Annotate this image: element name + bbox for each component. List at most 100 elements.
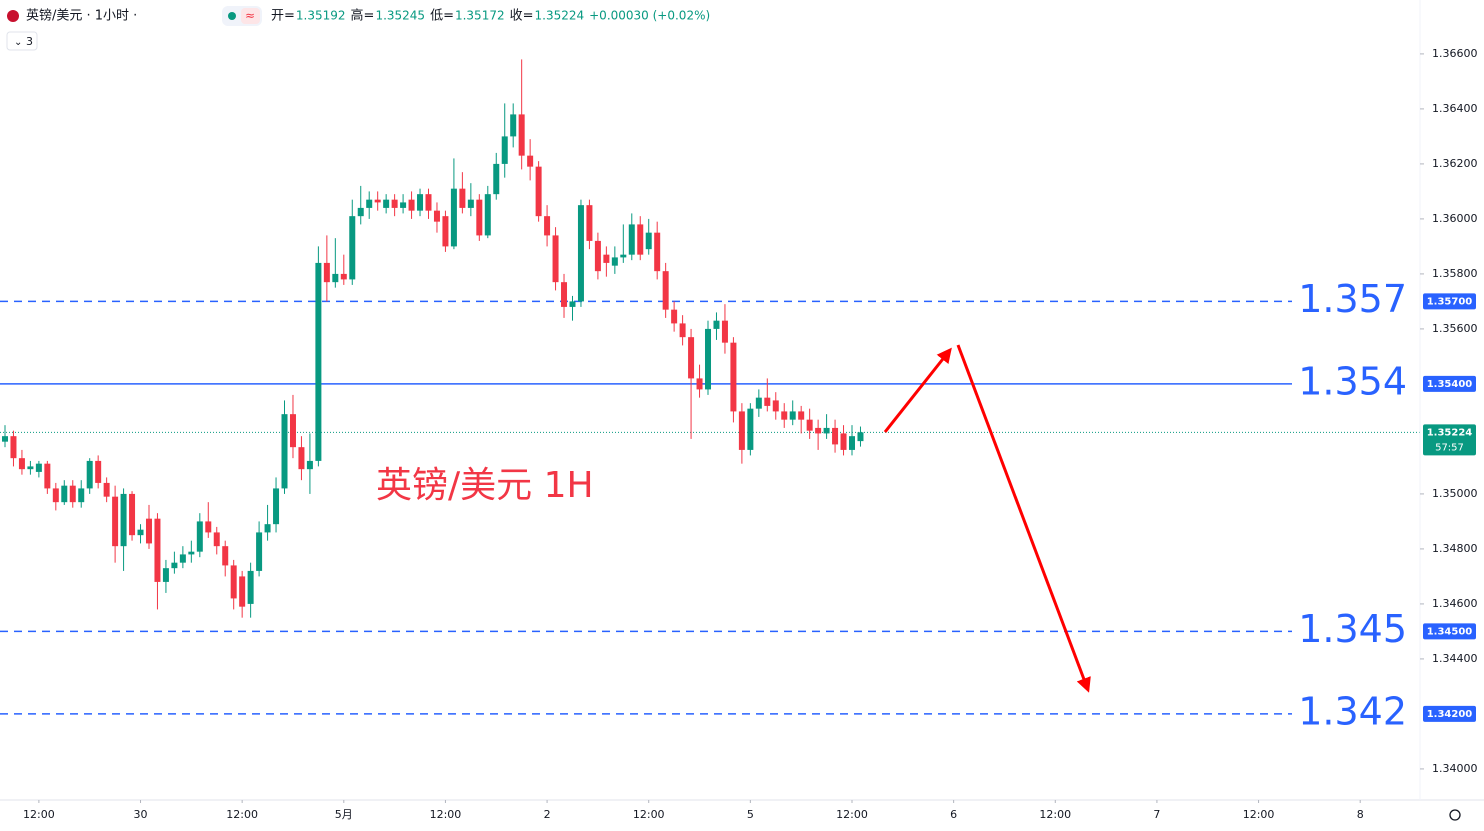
candle-body (332, 273, 339, 283)
candle-body (772, 400, 779, 412)
level-axis-label: 1.34200 (1427, 709, 1473, 720)
candle-body (747, 408, 754, 450)
candle-body (315, 262, 322, 461)
y-tick-label: 1.36200 (1432, 157, 1478, 170)
candle-body (35, 463, 42, 472)
candle-body (383, 199, 390, 208)
candle-body (798, 411, 805, 420)
candle-body (493, 163, 500, 195)
candle-body (535, 166, 542, 217)
candle-body (764, 397, 771, 406)
indicator-toggle[interactable] (6, 31, 38, 51)
candle-body (1, 436, 8, 442)
candle-body (323, 262, 330, 283)
readout-label: 低= (430, 9, 454, 24)
x-tick-label: 12:00 (1039, 808, 1071, 821)
annotation: 英镑/美元 1H (376, 465, 594, 506)
candle-body (433, 210, 440, 222)
level-axis-label: 1.35400 (1427, 379, 1473, 390)
x-tick-label: 30 (134, 808, 148, 821)
countdown: 57:57 (1435, 442, 1464, 453)
candle-body (120, 493, 127, 547)
indicator-button[interactable] (241, 8, 260, 24)
candle-body (781, 411, 788, 420)
candle-body (654, 232, 661, 272)
candle-body (188, 551, 195, 555)
candle-body (69, 485, 76, 503)
candle-body (349, 216, 356, 280)
candle-body (86, 460, 93, 489)
current-price-box (1423, 424, 1476, 456)
x-tick-label: 12:00 (836, 808, 868, 821)
header: 英镑/美元 · 1小时 · ≈ 开= 1.35192 高= 1.35245 低= 1.35… (6, 6, 710, 51)
y-tick-label: 1.36000 (1432, 212, 1478, 225)
x-tick-label: 12:00 (23, 808, 55, 821)
candle-body (510, 114, 517, 137)
candle-body (705, 328, 712, 390)
x-tick-label: 2 (544, 808, 551, 821)
change: +0.00030 (+0.02%) (589, 9, 710, 23)
candle-body (408, 199, 415, 211)
candle-body (450, 188, 457, 247)
candle-body (459, 188, 466, 208)
readout-value: 1.35192 (296, 9, 346, 23)
candle-body (849, 436, 855, 450)
candle-body (518, 114, 525, 156)
level-big-label: 1.354 (1298, 359, 1407, 403)
candle-body (162, 568, 169, 582)
candle-body (213, 532, 220, 547)
candle-body (281, 414, 288, 489)
candle-body (688, 337, 695, 379)
candle-body (586, 205, 593, 241)
candle-body (561, 282, 568, 307)
candle-body (196, 521, 203, 552)
candle-body (179, 554, 186, 563)
candle-body (400, 202, 407, 208)
level-axis-box (1423, 293, 1476, 310)
candle-body (52, 488, 59, 503)
x-tick-label: 12:00 (633, 808, 665, 821)
candles (1, 59, 864, 618)
x-tick-label: 6 (950, 808, 957, 821)
candle-body (298, 447, 305, 470)
candle-body (501, 136, 508, 164)
candle-body (713, 320, 720, 329)
candle-body (247, 570, 254, 604)
candle-body (806, 419, 813, 431)
level-axis-label: 1.35700 (1427, 296, 1473, 307)
settings-icon[interactable] (1449, 809, 1461, 821)
y-tick-label: 1.35000 (1432, 487, 1478, 500)
candle-body (467, 199, 474, 208)
readout-value: 1.35224 (535, 9, 585, 23)
candle-body (112, 496, 119, 547)
y-tick-label: 1.36400 (1432, 102, 1478, 115)
x-tick-label: 8 (1357, 808, 1364, 821)
y-tick-label: 1.35800 (1432, 267, 1478, 280)
candle-body (154, 518, 161, 582)
candle-body (442, 216, 449, 247)
candle-body (637, 224, 644, 255)
x-tick-label: 5月 (335, 808, 353, 821)
x-tick-label: 5 (747, 808, 754, 821)
status-dot (228, 12, 236, 20)
symbol: 英镑/美元 · 1小时 · (26, 8, 137, 24)
candle-body (391, 199, 398, 208)
axes: 1.36600 1.36400 1.36200 1.36000 1.35800 1.356… (23, 47, 1477, 821)
y-tick-label: 1.34000 (1432, 762, 1478, 775)
candle-body (569, 301, 576, 307)
candle-body (730, 342, 737, 412)
candle-body (696, 378, 703, 390)
candle-body (357, 207, 364, 217)
readout-label: 开= (271, 9, 295, 24)
candle-body (129, 493, 136, 536)
x-tick-label: 12:00 (430, 808, 462, 821)
candle-body (594, 240, 601, 272)
candle-body (645, 232, 652, 250)
y-tick-label: 1.34400 (1432, 652, 1478, 665)
candle-body (840, 433, 847, 450)
candle-body (137, 529, 144, 536)
candle-body (628, 224, 635, 255)
candle-body (340, 273, 347, 280)
flag-icon (7, 10, 19, 22)
candle-body (544, 216, 551, 236)
